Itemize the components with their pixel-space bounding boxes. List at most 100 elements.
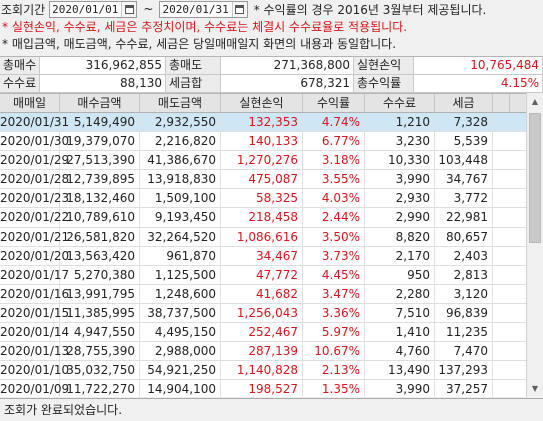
cell-trade-date: 2020/01/29 [0, 151, 69, 170]
cell-tax: 5,539 [435, 132, 493, 151]
cell-sell-amount: 4,495,150 [140, 323, 221, 342]
cell-sell-amount: 1,509,100 [140, 189, 221, 208]
cell-fee: 13,490 [365, 361, 435, 380]
cell-sell-amount: 38,737,500 [140, 303, 221, 323]
table-row[interactable]: 2020/01/23 18,132,460 1,509,100 58,325 4.03%… [0, 189, 543, 209]
table-row[interactable]: 2020/01/09 11,722,270 14,904,100 198,527 1.3… [0, 380, 543, 397]
column-header-sell-amount[interactable]: 매도금액 [140, 94, 221, 112]
scroll-down-arrow-icon[interactable]: ▼ [531, 384, 539, 393]
summary-value: 88,130 [40, 75, 166, 93]
cell-sell-amount: 1,125,500 [140, 265, 221, 284]
table-row[interactable]: 2020/01/17 5,270,380 1,125,500 47,772 4.45% 9… [0, 265, 543, 285]
cell-tax: 2,403 [435, 246, 493, 265]
cell-fee: 10,330 [365, 151, 435, 170]
cell-return-rate: 3.18% [303, 151, 365, 170]
summary-value: 271,368,800 [221, 57, 354, 75]
cell-realized-pnl: 1,140,828 [221, 361, 303, 380]
cell-buy-amount: 4,947,550 [60, 323, 140, 342]
cell-buy-amount: 12,739,895 [60, 170, 140, 189]
cell-sell-amount: 9,193,450 [140, 208, 221, 227]
cell-sell-amount: 2,932,550 [140, 113, 221, 132]
cell-tax: 34,767 [435, 170, 493, 189]
summary-label: 세금합 [166, 75, 221, 93]
cell-return-rate: 4.45% [303, 265, 365, 284]
scroll-thumb[interactable] [529, 113, 541, 243]
cell-return-rate: 4.74% [303, 113, 365, 132]
cell-sell-amount: 32,264,520 [140, 227, 221, 246]
table-row[interactable]: 2020/01/15 11,385,995 38,737,500 1,256,043 3… [0, 303, 543, 324]
cell-tax: 137,293 [435, 361, 493, 380]
cell-sell-amount: 54,921,250 [140, 361, 221, 380]
cell-realized-pnl: 1,270,276 [221, 151, 303, 170]
table-row[interactable]: 2020/01/10 35,032,750 54,921,250 1,140,828 2… [0, 361, 543, 381]
table-row[interactable]: 2020/01/14 4,947,550 4,495,150 252,467 5.97%… [0, 323, 543, 343]
cell-trade-date: 2020/01/16 [0, 284, 69, 303]
summary-row-2: 수수료 88,130 세금합 678,321 총수익률 4.15% [0, 75, 543, 93]
cell-return-rate: 6.77% [303, 132, 365, 151]
table-row[interactable]: 2020/01/13 28,755,390 2,988,000 287,139 10.6… [0, 342, 543, 362]
same-as-daily-notice: * 매입금액, 매도금액, 수수료, 세금은 당일매매일지 화면의 내용과 동일… [2, 37, 397, 51]
table-row[interactable]: 2020/01/30 19,379,070 2,216,820 140,133 6.77… [0, 132, 543, 152]
cell-return-rate: 2.13% [303, 361, 365, 380]
cell-trade-date: 2020/01/20 [0, 246, 69, 265]
cell-trade-date: 2020/01/17 [0, 265, 69, 284]
start-date-field[interactable]: 2020/01/01 [49, 0, 138, 18]
cell-fee: 3,990 [365, 170, 435, 189]
cell-buy-amount: 35,032,750 [60, 361, 140, 380]
range-separator: ~ [143, 2, 154, 16]
cell-sell-amount: 2,216,820 [140, 132, 221, 151]
summary-label: 총매도 [166, 57, 221, 75]
cell-buy-amount: 18,132,460 [60, 189, 140, 208]
table-row[interactable]: 2020/01/31 5,149,490 2,932,550 132,353 4.74%… [0, 113, 543, 133]
cell-trade-date: 2020/01/13 [0, 342, 69, 361]
cell-tax: 3,772 [435, 189, 493, 208]
cell-fee: 4,760 [365, 342, 435, 361]
table-row[interactable]: 2020/01/21 26,581,820 32,264,520 1,086,616 3… [0, 227, 543, 247]
end-date-value: 2020/01/31 [162, 2, 229, 16]
column-header-trade-date[interactable]: 매매일 [0, 94, 60, 112]
column-header-return-rate[interactable]: 수익률 [303, 94, 365, 112]
end-calendar-button[interactable] [231, 1, 247, 17]
start-calendar-button[interactable] [121, 1, 137, 17]
column-header-realized-pnl[interactable]: 실현손익 [221, 94, 303, 112]
table-row[interactable]: 2020/01/28 12,739,895 13,918,830 475,087 3.5… [0, 170, 543, 190]
period-label: 조회기간 [1, 2, 46, 17]
cell-return-rate: 3.50% [303, 227, 365, 246]
cell-tax: 103,448 [435, 151, 493, 170]
cell-buy-amount: 19,379,070 [60, 132, 140, 151]
cell-tax: 22,981 [435, 208, 493, 227]
cell-buy-amount: 26,581,820 [60, 227, 140, 246]
cell-return-rate: 5.97% [303, 323, 365, 342]
cell-sell-amount: 13,918,830 [140, 170, 221, 189]
cell-buy-amount: 28,755,390 [60, 342, 140, 361]
table-row[interactable]: 2020/01/20 13,563,420 961,870 34,467 3.73% 2,… [0, 246, 543, 266]
end-date-field[interactable]: 2020/01/31 [159, 0, 248, 18]
column-header-tax[interactable]: 세금 [435, 94, 493, 112]
cell-return-rate: 3.47% [303, 284, 365, 303]
scroll-up-arrow-icon[interactable]: ▲ [531, 97, 539, 106]
cell-realized-pnl: 287,139 [221, 342, 303, 361]
summary-panel: 총매수 316,962,855 총매도 271,368,800 실현손익 10,765,4… [0, 56, 543, 93]
cell-realized-pnl: 41,682 [221, 284, 303, 303]
cell-tax: 2,813 [435, 265, 493, 284]
cell-tax: 80,657 [435, 227, 493, 246]
table-row[interactable]: 2020/01/16 13,991,795 1,248,600 41,682 3.47%… [0, 284, 543, 304]
cell-buy-amount: 11,722,270 [60, 380, 140, 397]
table-row[interactable]: 2020/01/22 10,789,610 9,193,450 218,458 2.44… [0, 208, 543, 228]
cell-fee: 3,990 [365, 380, 435, 397]
column-header-fee[interactable]: 수수료 [365, 94, 435, 112]
cell-realized-pnl: 1,086,616 [221, 227, 303, 246]
table-row[interactable]: 2020/01/29 27,513,390 41,386,670 1,270,276 3… [0, 151, 543, 171]
summary-value: 4.15% [414, 75, 543, 93]
cell-fee: 2,990 [365, 208, 435, 227]
column-header-buy-amount[interactable]: 매수금액 [60, 94, 140, 112]
cell-trade-date: 2020/01/15 [0, 303, 69, 323]
summary-row-1: 총매수 316,962,855 총매도 271,368,800 실현손익 10,765,4… [0, 57, 543, 75]
cell-sell-amount: 14,904,100 [140, 380, 221, 397]
cell-buy-amount: 5,270,380 [60, 265, 140, 284]
cell-return-rate: 3.55% [303, 170, 365, 189]
vertical-scrollbar[interactable]: ▲ ▼ [526, 93, 543, 397]
cell-fee: 1,210 [365, 113, 435, 132]
cell-trade-date: 2020/01/14 [0, 323, 69, 342]
cell-return-rate: 4.03% [303, 189, 365, 208]
